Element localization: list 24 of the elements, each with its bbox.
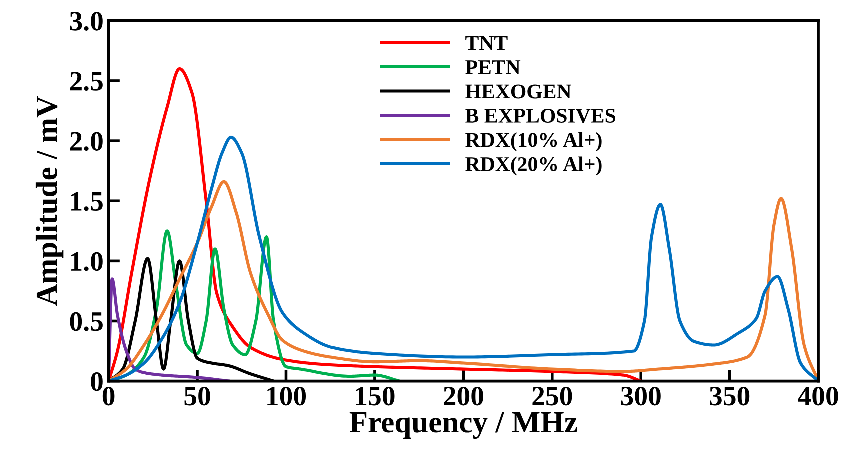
x-tick-label: 300	[621, 386, 661, 406]
x-tick-label: 100	[268, 386, 306, 406]
y-tick-label: 1.0	[71, 252, 103, 272]
y-tick-label: 0.5	[70, 312, 103, 332]
legend-label: HEXOGEN	[466, 84, 572, 99]
y-tick-label: 0	[91, 372, 103, 392]
y-tick-label: 2.0	[70, 132, 103, 152]
legend-label: B EXPLOSIVES	[466, 108, 616, 124]
x-tick-label: 0	[102, 386, 115, 406]
x-tick-label: 250	[532, 386, 572, 406]
x-tick-label: 350	[710, 386, 750, 406]
legend-label: RDX(10% Al+)	[466, 132, 602, 152]
y-tick-label: 1.5	[71, 192, 103, 212]
y-tick-label: 3.0	[70, 12, 103, 31]
legend-label: PETN	[466, 60, 521, 74]
x-tick-label: 400	[798, 386, 838, 406]
legend-label: RDX(20% Al+)	[466, 156, 602, 176]
y-axis-title: Amplitude / mV	[36, 96, 64, 306]
y-tick-label: 2.5	[70, 72, 103, 92]
x-tick-label: 150	[356, 386, 395, 406]
x-tick-label: 50	[184, 386, 210, 406]
x-axis-title: Frequency / MHz	[350, 412, 578, 440]
x-tick-label: 200	[444, 386, 484, 406]
legend-label: TNT	[466, 36, 508, 50]
